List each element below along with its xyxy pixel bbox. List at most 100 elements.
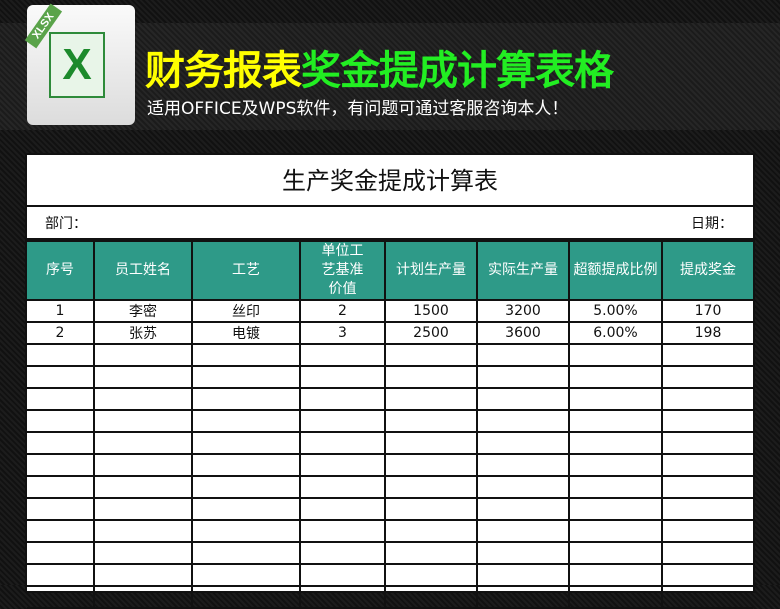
table-cell[interactable] — [191, 541, 301, 565]
table-cell[interactable]: 李密 — [93, 299, 193, 323]
table-cell[interactable] — [568, 519, 663, 543]
table-cell[interactable] — [93, 431, 193, 455]
table-cell[interactable]: 2500 — [384, 321, 478, 345]
table-cell[interactable] — [299, 497, 386, 521]
table-cell[interactable] — [27, 519, 95, 543]
table-cell[interactable] — [476, 585, 570, 609]
table-cell[interactable] — [476, 409, 570, 433]
table-cell[interactable] — [661, 585, 753, 609]
table-cell[interactable] — [384, 585, 478, 609]
table-cell[interactable] — [661, 431, 753, 455]
table-cell[interactable] — [384, 387, 478, 411]
table-cell[interactable] — [93, 475, 193, 499]
table-cell[interactable] — [191, 343, 301, 367]
table-cell[interactable] — [661, 563, 753, 587]
table-cell[interactable] — [191, 431, 301, 455]
table-cell[interactable] — [93, 343, 193, 367]
table-cell[interactable] — [476, 497, 570, 521]
table-cell[interactable] — [191, 563, 301, 587]
table-cell[interactable]: 张苏 — [93, 321, 193, 345]
table-cell[interactable] — [661, 387, 753, 411]
table-cell[interactable] — [476, 563, 570, 587]
table-cell[interactable] — [27, 585, 95, 609]
table-cell[interactable] — [568, 475, 663, 499]
table-cell[interactable] — [384, 519, 478, 543]
table-cell[interactable] — [27, 365, 95, 389]
table-cell[interactable] — [476, 431, 570, 455]
table-cell[interactable] — [661, 343, 753, 367]
table-cell[interactable] — [476, 519, 570, 543]
table-cell[interactable] — [384, 453, 478, 477]
table-cell[interactable] — [299, 475, 386, 499]
table-cell[interactable] — [299, 519, 386, 543]
table-cell[interactable] — [93, 497, 193, 521]
table-cell[interactable] — [191, 497, 301, 521]
table-cell[interactable] — [384, 343, 478, 367]
table-cell[interactable] — [93, 585, 193, 609]
table-cell[interactable] — [299, 409, 386, 433]
table-cell[interactable] — [299, 453, 386, 477]
table-cell[interactable] — [661, 519, 753, 543]
table-cell[interactable]: 3 — [299, 321, 386, 345]
table-cell[interactable] — [476, 541, 570, 565]
table-cell[interactable] — [93, 519, 193, 543]
table-cell[interactable]: 170 — [661, 299, 753, 323]
table-cell[interactable] — [661, 475, 753, 499]
table-cell[interactable] — [568, 585, 663, 609]
table-cell[interactable] — [191, 585, 301, 609]
table-cell[interactable] — [299, 585, 386, 609]
table-cell[interactable] — [568, 365, 663, 389]
table-cell[interactable] — [476, 475, 570, 499]
table-cell[interactable] — [191, 387, 301, 411]
table-cell[interactable] — [27, 541, 95, 565]
table-cell[interactable] — [191, 365, 301, 389]
table-cell[interactable] — [384, 563, 478, 587]
table-cell[interactable] — [384, 497, 478, 521]
table-cell[interactable] — [299, 387, 386, 411]
table-cell[interactable] — [191, 519, 301, 543]
table-cell[interactable] — [191, 409, 301, 433]
table-cell[interactable] — [299, 431, 386, 455]
table-cell[interactable] — [476, 387, 570, 411]
table-cell[interactable] — [93, 409, 193, 433]
table-cell[interactable]: 3200 — [476, 299, 570, 323]
table-cell[interactable] — [27, 409, 95, 433]
table-cell[interactable] — [299, 343, 386, 367]
table-cell[interactable] — [384, 365, 478, 389]
table-cell[interactable] — [384, 475, 478, 499]
table-cell[interactable] — [476, 365, 570, 389]
table-cell[interactable]: 电镀 — [191, 321, 301, 345]
table-cell[interactable]: 2 — [299, 299, 386, 323]
table-cell[interactable] — [568, 387, 663, 411]
table-cell[interactable] — [191, 475, 301, 499]
table-cell[interactable] — [568, 453, 663, 477]
table-cell[interactable] — [27, 431, 95, 455]
table-cell[interactable] — [93, 541, 193, 565]
table-cell[interactable] — [27, 497, 95, 521]
table-cell[interactable] — [27, 343, 95, 367]
table-cell[interactable] — [27, 475, 95, 499]
table-cell[interactable] — [299, 563, 386, 587]
table-cell[interactable] — [93, 387, 193, 411]
table-cell[interactable] — [568, 343, 663, 367]
table-cell[interactable]: 6.00% — [568, 321, 663, 345]
table-cell[interactable] — [568, 541, 663, 565]
table-cell[interactable] — [476, 453, 570, 477]
table-cell[interactable] — [476, 343, 570, 367]
table-cell[interactable]: 1 — [27, 299, 95, 323]
table-cell[interactable] — [299, 541, 386, 565]
table-cell[interactable]: 2 — [27, 321, 95, 345]
table-cell[interactable] — [568, 563, 663, 587]
table-cell[interactable] — [27, 387, 95, 411]
table-cell[interactable]: 1500 — [384, 299, 478, 323]
table-cell[interactable] — [93, 453, 193, 477]
table-cell[interactable] — [568, 497, 663, 521]
table-cell[interactable] — [384, 431, 478, 455]
table-cell[interactable]: 3600 — [476, 321, 570, 345]
table-cell[interactable] — [299, 365, 386, 389]
table-cell[interactable]: 198 — [661, 321, 753, 345]
table-cell[interactable] — [661, 365, 753, 389]
table-cell[interactable] — [384, 409, 478, 433]
table-cell[interactable]: 5.00% — [568, 299, 663, 323]
table-cell[interactable] — [661, 453, 753, 477]
